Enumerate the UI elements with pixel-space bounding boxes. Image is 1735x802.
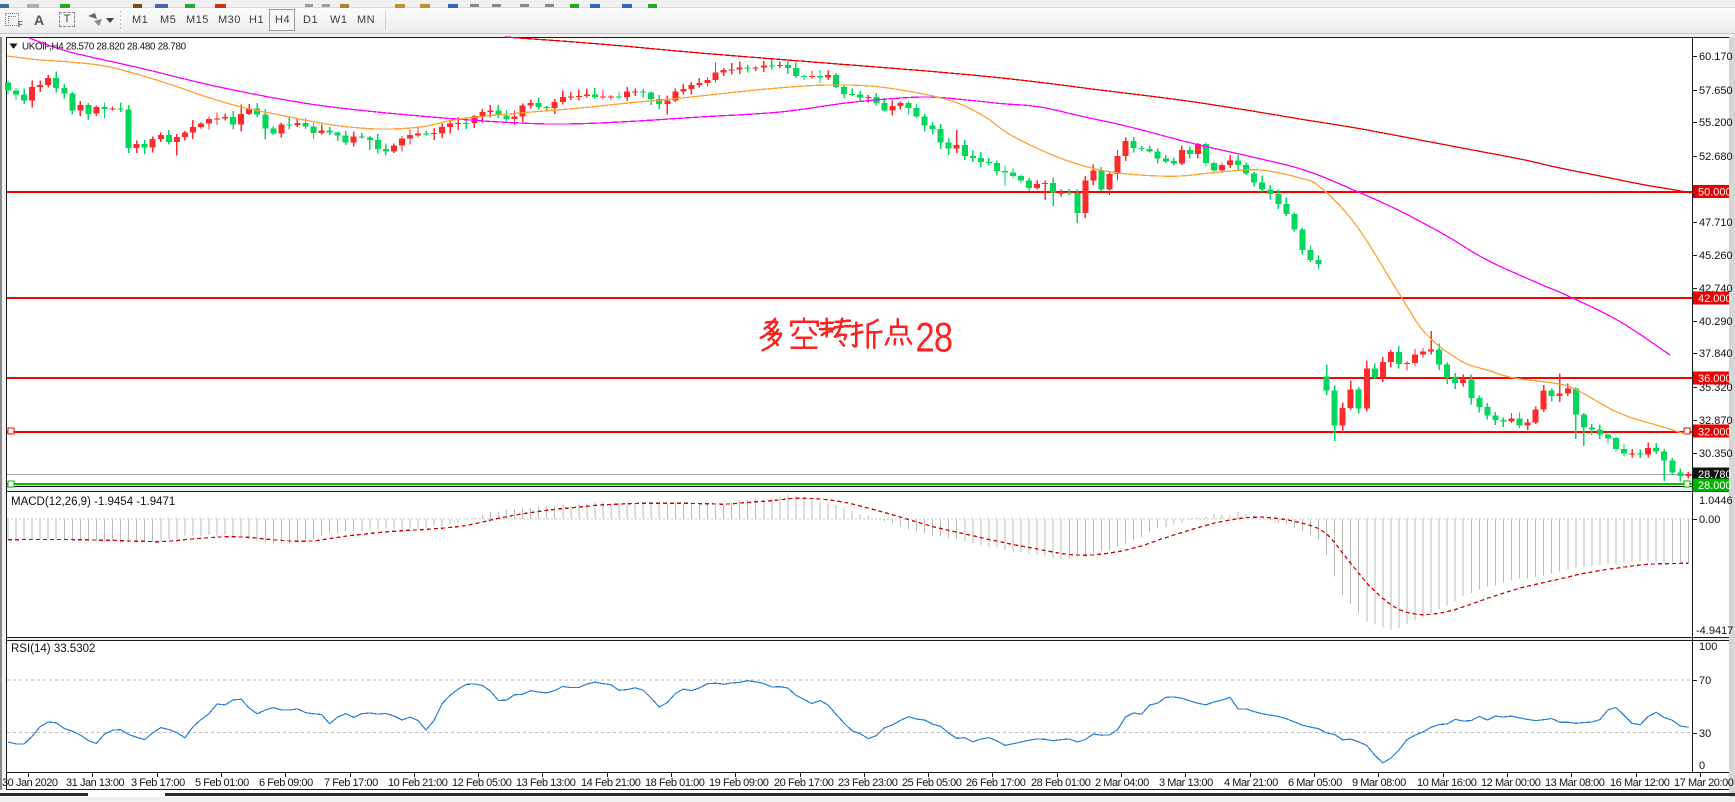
svg-text:42.000: 42.000 (1698, 293, 1732, 305)
svg-text:30.350: 30.350 (1699, 448, 1733, 460)
svg-text:57.650: 57.650 (1699, 85, 1733, 97)
svg-text:100: 100 (1699, 641, 1717, 653)
svg-text:28.000: 28.000 (1698, 480, 1732, 492)
svg-text:19 Feb 09:00: 19 Feb 09:00 (709, 777, 769, 789)
svg-text:35.320: 35.320 (1699, 382, 1733, 394)
svg-text:28: 28 (916, 314, 953, 361)
svg-text:60.170: 60.170 (1699, 51, 1733, 63)
svg-text:45.260: 45.260 (1699, 250, 1733, 262)
svg-text:32.000: 32.000 (1698, 426, 1732, 438)
svg-text:RSI(14) 33.5302: RSI(14) 33.5302 (11, 643, 95, 655)
svg-text:13 Mar 08:00: 13 Mar 08:00 (1545, 777, 1605, 789)
svg-text:UKOil-,H4 28.570 28.820 28.48: UKOil-,H4 28.570 28.820 28.480 28.780 (22, 42, 187, 53)
svg-text:16 Mar 12:00: 16 Mar 12:00 (1610, 777, 1670, 789)
svg-text:70: 70 (1699, 675, 1711, 687)
svg-text:13 Feb 13:00: 13 Feb 13:00 (516, 777, 576, 789)
svg-text:31 Jan 13:00: 31 Jan 13:00 (66, 777, 125, 789)
svg-text:12 Feb 05:00: 12 Feb 05:00 (452, 777, 512, 789)
svg-text:14 Feb 21:00: 14 Feb 21:00 (581, 777, 641, 789)
svg-text:36.000: 36.000 (1698, 373, 1732, 385)
svg-text:30: 30 (1699, 728, 1711, 740)
svg-text:MACD(12,26,9) -1.9454 -1.9471: MACD(12,26,9) -1.9454 -1.9471 (11, 496, 175, 508)
svg-text:9 Mar 08:00: 9 Mar 08:00 (1352, 777, 1406, 789)
svg-text:28 Feb 01:00: 28 Feb 01:00 (1031, 777, 1091, 789)
svg-text:3 Feb 17:00: 3 Feb 17:00 (131, 777, 185, 789)
svg-text:3 Mar 13:00: 3 Mar 13:00 (1159, 777, 1213, 789)
svg-text:40.290: 40.290 (1699, 316, 1733, 328)
svg-text:12 Mar 00:00: 12 Mar 00:00 (1481, 777, 1541, 789)
svg-text:10 Feb 21:00: 10 Feb 21:00 (388, 777, 448, 789)
svg-text:47.710: 47.710 (1699, 217, 1733, 229)
svg-text:52.680: 52.680 (1699, 151, 1733, 163)
svg-text:18 Feb 01:00: 18 Feb 01:00 (645, 777, 705, 789)
svg-text:32.870: 32.870 (1699, 415, 1733, 427)
svg-text:7 Feb 17:00: 7 Feb 17:00 (324, 777, 378, 789)
svg-text:-4.9417: -4.9417 (1696, 625, 1733, 637)
svg-text:0: 0 (1699, 760, 1705, 772)
svg-text:2 Mar 04:00: 2 Mar 04:00 (1095, 777, 1149, 789)
svg-text:6 Mar 05:00: 6 Mar 05:00 (1288, 777, 1342, 789)
svg-text:30 Jan 2020: 30 Jan 2020 (2, 777, 58, 789)
svg-text:17 Mar 20:00: 17 Mar 20:00 (1674, 777, 1734, 789)
svg-text:6 Feb 09:00: 6 Feb 09:00 (259, 777, 313, 789)
svg-text:23 Feb 23:00: 23 Feb 23:00 (838, 777, 898, 789)
svg-text:5 Feb 01:00: 5 Feb 01:00 (195, 777, 249, 789)
svg-text:4 Mar 21:00: 4 Mar 21:00 (1224, 777, 1278, 789)
svg-text:1.0446: 1.0446 (1699, 495, 1733, 507)
svg-text:0.00: 0.00 (1699, 514, 1720, 526)
svg-text:20 Feb 17:00: 20 Feb 17:00 (774, 777, 834, 789)
svg-text:10 Mar 16:00: 10 Mar 16:00 (1417, 777, 1477, 789)
svg-text:25 Feb 05:00: 25 Feb 05:00 (902, 777, 962, 789)
svg-text:28.780: 28.780 (1698, 469, 1732, 481)
svg-text:26 Feb 17:00: 26 Feb 17:00 (966, 777, 1026, 789)
svg-text:37.840: 37.840 (1699, 348, 1733, 360)
svg-text:55.200: 55.200 (1699, 117, 1733, 129)
svg-text:50.000: 50.000 (1698, 187, 1732, 199)
